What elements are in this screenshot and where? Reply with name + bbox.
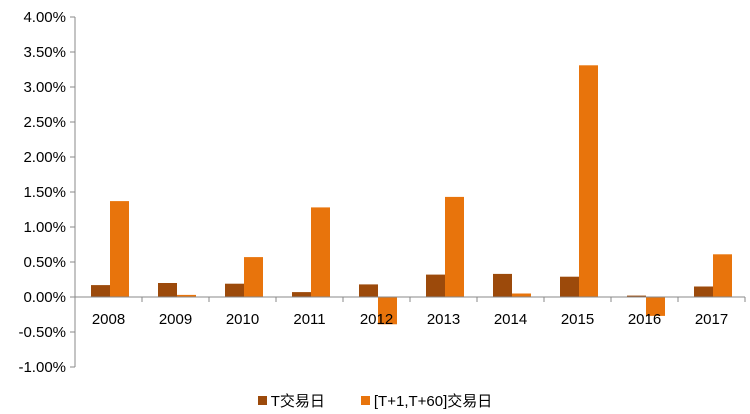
- y-tick-label: 0.00%: [23, 289, 66, 306]
- y-tick-label: 2.00%: [23, 149, 66, 166]
- legend-item-t-day: T交易日: [257, 390, 325, 411]
- bar-t1-t60-2015: [579, 65, 598, 297]
- bar-t-day-2015: [560, 276, 579, 297]
- y-tick-label: 0.50%: [23, 254, 66, 271]
- bar-t-day-2009: [158, 283, 177, 297]
- x-tick-label-2012: 2012: [360, 311, 393, 328]
- bar-t-day-2012: [359, 284, 378, 297]
- bar-t-day-2014: [493, 273, 512, 297]
- bar-t-day-2010: [225, 283, 244, 297]
- bar-t-day-2011: [292, 292, 311, 297]
- y-tick-label: -1.00%: [18, 359, 66, 376]
- bar-t1-t60-2013: [445, 196, 464, 297]
- bar-t-day-2013: [426, 274, 445, 297]
- x-axis: 2008 2009 2010 2011 2012 2013 2014 2015 2016 2017: [74, 296, 746, 328]
- x-tick-label-2016: 2016: [628, 311, 661, 328]
- bar-t1-t60-2008: [110, 201, 129, 297]
- x-tick-label-2014: 2014: [494, 311, 527, 328]
- legend: T交易日 [T+1,T+60]交易日: [0, 389, 750, 411]
- legend-swatch-t-day: [257, 395, 267, 405]
- x-tick-label-2008: 2008: [92, 311, 125, 328]
- bar-t1-t60-2017: [713, 254, 732, 297]
- legend-label-t-day: T交易日: [270, 392, 325, 410]
- bar-t1-t60-2012: [378, 297, 397, 325]
- x-tick-label-2010: 2010: [226, 311, 259, 328]
- y-tick-label: 1.50%: [23, 184, 66, 201]
- y-tick-label: 2.50%: [23, 114, 66, 131]
- legend-swatch-t1-t60: [360, 395, 370, 405]
- y-tick-label: -0.50%: [18, 324, 66, 341]
- y-tick-label: 3.50%: [23, 44, 66, 61]
- legend-item-t1-t60: [T+1,T+60]交易日: [360, 390, 493, 411]
- bar-t1-t60-2011: [311, 207, 330, 297]
- bar-t1-t60-2010: [244, 257, 263, 297]
- bars: [91, 65, 732, 325]
- bar-t-day-2017: [694, 286, 713, 297]
- y-axis: -1.00% -0.50% 0.00% 0.50% 1.00% 1.50% 2.00% 2.5…: [18, 9, 76, 376]
- bar-t1-t60-2016: [646, 297, 665, 316]
- x-tick-label-2015: 2015: [561, 311, 594, 328]
- x-tick-label-2017: 2017: [695, 311, 728, 328]
- bar-chart: -1.00% -0.50% 0.00% 0.50% 1.00% 1.50% 2.00% 2.5…: [18, 9, 746, 376]
- x-tick-label-2009: 2009: [159, 311, 192, 328]
- y-tick-label: 1.00%: [23, 219, 66, 236]
- y-tick-label: 4.00%: [23, 9, 66, 26]
- x-tick-label-2011: 2011: [293, 311, 325, 328]
- bar-t-day-2008: [91, 285, 110, 297]
- bar-t1-t60-2009: [177, 294, 196, 297]
- bar-t1-t60-2014: [512, 293, 531, 297]
- x-tick-label-2013: 2013: [427, 311, 460, 328]
- legend-label-t1-t60: [T+1,T+60]交易日: [373, 392, 493, 410]
- bar-t-day-2016: [627, 295, 646, 297]
- y-tick-label: 3.00%: [23, 79, 66, 96]
